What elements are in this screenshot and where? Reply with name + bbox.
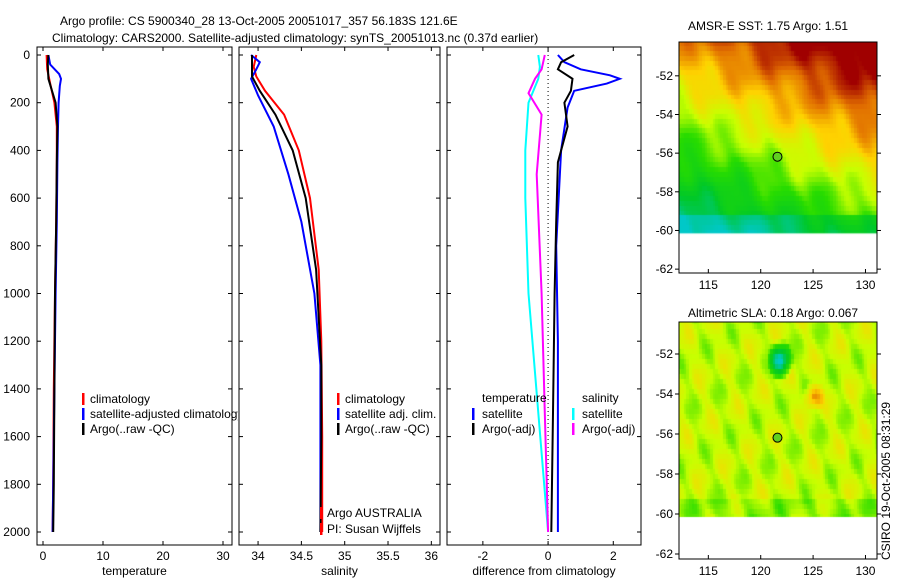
legend-label: satellite-adjusted climatology bbox=[90, 407, 243, 421]
map-y-tick-label: -52 bbox=[656, 69, 674, 83]
series-line-temperature-satellite bbox=[555, 54, 623, 532]
sst-map-title: AMSR-E SST: 1.75 Argo: 1.51 bbox=[688, 19, 848, 33]
series-line-argo-raw-qc- bbox=[251, 55, 323, 533]
title-line-2: Climatology: CARS2000. Satellite-adjuste… bbox=[52, 31, 538, 45]
legend-label: Argo(-adj) bbox=[582, 422, 635, 436]
x-tick-label: 34 bbox=[251, 549, 265, 563]
series-line-argo-raw-qc- bbox=[46, 54, 59, 533]
map-x-tick-label: 120 bbox=[751, 278, 771, 292]
series-line-salinity-argo-adj- bbox=[527, 54, 550, 533]
y-tick-label: 200 bbox=[10, 96, 30, 110]
y-tick-label: 1000 bbox=[3, 287, 30, 301]
map-y-tick-label: -60 bbox=[656, 223, 674, 237]
map-x-tick-label: 115 bbox=[699, 564, 718, 578]
map-frame bbox=[678, 321, 878, 560]
note-marker bbox=[320, 507, 323, 519]
legend-label: Argo(-adj) bbox=[482, 422, 535, 436]
x-tick-label: 20 bbox=[156, 549, 170, 563]
y-tick-label: 800 bbox=[10, 239, 30, 253]
legend-heading: salinity bbox=[582, 391, 619, 405]
map-x-tick-label: 120 bbox=[751, 564, 771, 578]
x-tick-label: 36 bbox=[425, 549, 439, 563]
legend-label: satellite bbox=[582, 407, 623, 421]
map-y-tick-label: -62 bbox=[656, 547, 674, 561]
map-y-tick-label: -56 bbox=[656, 427, 674, 441]
map-y-tick-label: -58 bbox=[656, 467, 674, 481]
map-y-tick-label: -54 bbox=[656, 387, 674, 401]
map-frame bbox=[678, 41, 878, 274]
map-x-tick-label: 115 bbox=[699, 278, 718, 292]
y-tick-label: 2000 bbox=[3, 525, 30, 539]
x-tick-label: 10 bbox=[96, 549, 110, 563]
legend-label: satellite adj. clim. bbox=[345, 407, 436, 421]
x-tick-label: 2 bbox=[610, 549, 617, 563]
legend-swatch bbox=[337, 423, 340, 435]
panel-temperature: 0 10 20 30 0 200 400 600 800 1000 1200 1400 1600 1800… bbox=[3, 46, 243, 578]
series-line-temperature-argo-adj- bbox=[550, 54, 575, 533]
map-y-tick-label: -56 bbox=[656, 146, 674, 160]
legend-label: Argo(..raw -QC) bbox=[345, 422, 430, 436]
legend-swatch bbox=[337, 408, 340, 420]
note-text: Argo AUSTRALIA bbox=[327, 506, 422, 520]
legend-swatch bbox=[82, 423, 85, 435]
plot-frame bbox=[238, 46, 441, 546]
sla-map-title: Altimetric SLA: 0.18 Argo: 0.067 bbox=[688, 306, 858, 320]
map-y-tick-label: -60 bbox=[656, 507, 674, 521]
x-tick-label: 0 bbox=[545, 549, 552, 563]
y-tick-label: 1600 bbox=[3, 430, 30, 444]
float-position-marker bbox=[772, 151, 783, 162]
map-y-tick-label: -58 bbox=[656, 185, 674, 199]
x-axis-label: salinity bbox=[321, 564, 358, 578]
legend-heading: temperature bbox=[482, 391, 547, 405]
legend-swatch bbox=[572, 423, 575, 435]
legend-label: satellite bbox=[482, 407, 523, 421]
y-tick-label: 400 bbox=[10, 143, 30, 157]
x-tick-label: 34.5 bbox=[290, 549, 314, 563]
legend-swatch bbox=[472, 423, 475, 435]
map-x-tick-label: 130 bbox=[855, 278, 875, 292]
x-tick-label: 0 bbox=[40, 549, 47, 563]
credit-stamp: CSIRO 19-Oct-2005 08:31:29 bbox=[879, 402, 893, 560]
map-y-tick-label: -62 bbox=[656, 262, 674, 276]
map-x-tick-label: 125 bbox=[803, 278, 823, 292]
x-tick-label: 35.5 bbox=[376, 549, 400, 563]
y-tick-label: 1200 bbox=[3, 334, 30, 348]
sla-map-axes: 115 120 125 130 -52 -54 -56 -58 -60 -62 bbox=[656, 321, 881, 578]
x-axis-label: difference from climatology bbox=[472, 564, 615, 578]
y-tick-label: 1800 bbox=[3, 477, 30, 491]
map-x-tick-label: 125 bbox=[803, 564, 823, 578]
y-tick-label: 1400 bbox=[3, 382, 30, 396]
legend-swatch bbox=[572, 408, 575, 420]
map-x-tick-label: 130 bbox=[855, 564, 875, 578]
note-marker bbox=[320, 523, 323, 535]
x-tick-label: 30 bbox=[216, 549, 230, 563]
float-position-marker bbox=[772, 432, 783, 443]
plot-frame bbox=[36, 46, 233, 546]
title-line-1: Argo profile: CS 5900340_28 13-Oct-2005 … bbox=[60, 14, 458, 28]
legend-swatch bbox=[337, 393, 340, 405]
y-tick-label: 0 bbox=[23, 48, 30, 62]
plot-frame bbox=[446, 46, 642, 546]
y-tick-label: 600 bbox=[10, 191, 30, 205]
legend-label: climatology bbox=[345, 392, 405, 406]
x-tick-label: 35 bbox=[338, 549, 352, 563]
legend-label: climatology bbox=[90, 392, 150, 406]
legend-swatch bbox=[82, 393, 85, 405]
map-y-tick-label: -52 bbox=[656, 347, 674, 361]
panel-salinity: 34 34.5 35 35.5 36 salinity climatologysatelli… bbox=[238, 46, 441, 578]
legend-swatch bbox=[82, 408, 85, 420]
legend-swatch bbox=[472, 408, 475, 420]
map-y-tick-label: -54 bbox=[656, 107, 674, 121]
legend-label: Argo(..raw -QC) bbox=[90, 422, 175, 436]
x-axis-label: temperature bbox=[102, 564, 167, 578]
x-tick-label: -2 bbox=[478, 549, 489, 563]
sst-map-axes: 115 120 125 130 -52 -54 -56 -58 -60 -62 bbox=[656, 41, 881, 292]
note-text: PI: Susan Wijffels bbox=[327, 522, 421, 536]
